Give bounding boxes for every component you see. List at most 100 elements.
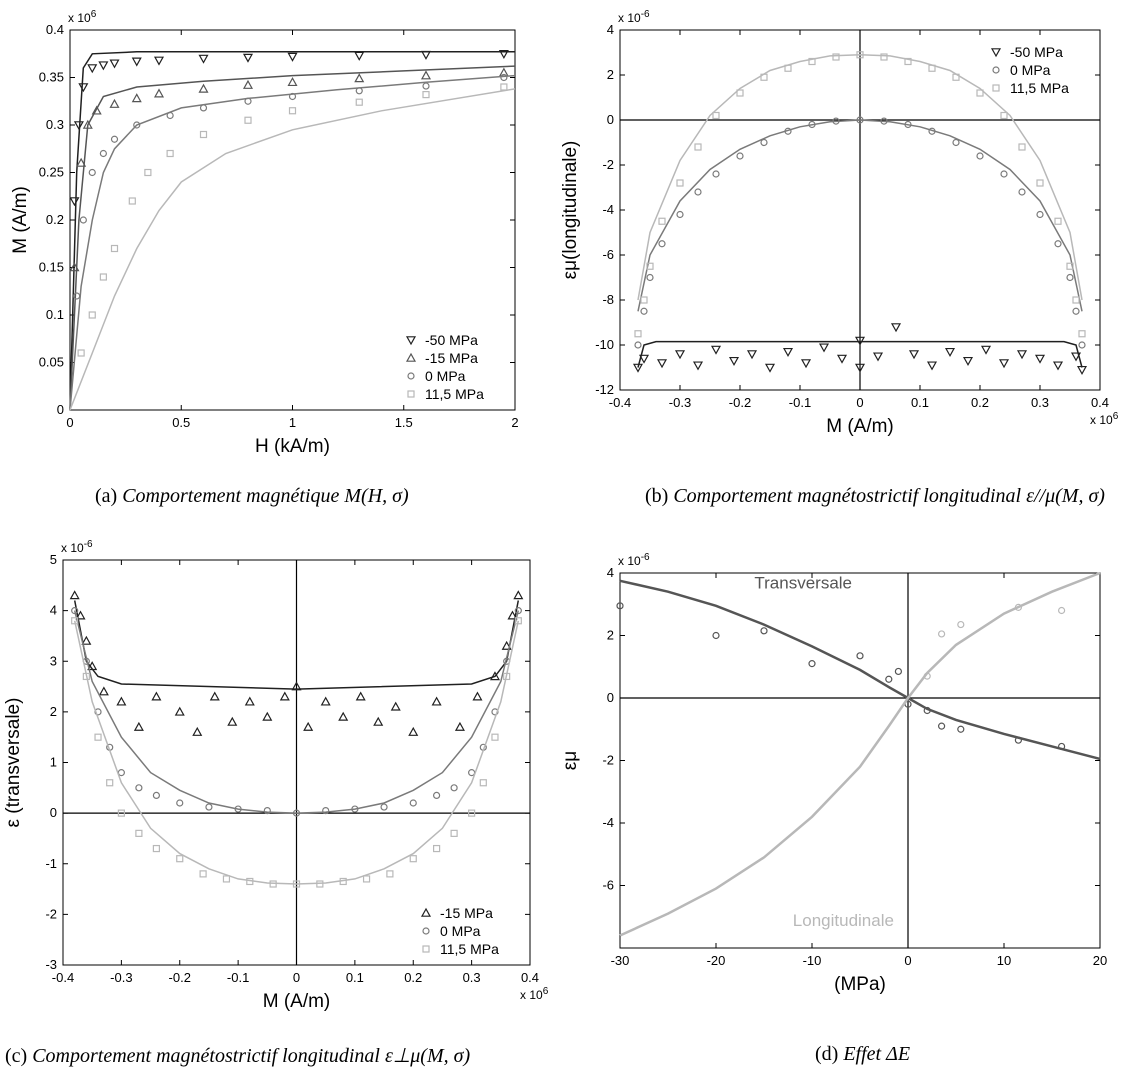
data-point xyxy=(782,347,794,357)
data-point xyxy=(75,610,86,620)
x-multiplier: x 106 xyxy=(1090,411,1119,427)
data-point xyxy=(291,681,302,691)
y-tick-label: 2 xyxy=(607,67,614,82)
data-point xyxy=(832,53,840,61)
data-point xyxy=(1016,350,1028,360)
y-tick-label: 0.15 xyxy=(39,260,64,275)
data-point xyxy=(832,117,840,125)
data-point xyxy=(322,806,330,815)
y-tick-label: 3 xyxy=(50,653,57,668)
legend-label: -15 MPa xyxy=(425,350,478,366)
data-point xyxy=(176,855,184,863)
data-point xyxy=(854,336,866,346)
data-point xyxy=(674,350,686,360)
data-point xyxy=(656,359,668,369)
series-label: Longitudinale xyxy=(793,911,894,930)
series-3 xyxy=(69,83,516,411)
data-point xyxy=(450,784,458,792)
data-point xyxy=(658,217,666,225)
x-tick-label: 0.2 xyxy=(971,395,989,410)
y-axis-label: ε (transversale) xyxy=(3,698,24,828)
data-point xyxy=(73,292,81,300)
data-point xyxy=(420,70,432,80)
data-point xyxy=(784,64,792,72)
data-point xyxy=(503,672,511,681)
x-multiplier: x 106 xyxy=(520,986,549,1002)
data-point xyxy=(885,675,893,683)
data-point xyxy=(736,89,744,97)
caption-b-prefix: (b) xyxy=(645,485,669,507)
y-tick-label: -2 xyxy=(45,906,57,921)
data-point xyxy=(764,363,776,373)
data-point xyxy=(131,57,142,67)
data-point xyxy=(373,716,384,726)
y-axis-label: M (A/m) xyxy=(10,186,31,254)
x-axis-label: H (kA/m) xyxy=(255,436,330,457)
data-point xyxy=(694,143,702,151)
y-tick-label: 0.05 xyxy=(39,355,64,370)
data-point xyxy=(1000,111,1008,120)
data-point xyxy=(836,354,848,364)
plot-frame xyxy=(619,572,1101,949)
x-tick-label: 2 xyxy=(511,415,518,430)
data-point xyxy=(135,784,143,792)
data-point xyxy=(420,50,432,60)
data-point xyxy=(87,64,98,74)
data-point xyxy=(433,791,441,800)
chart-panel-b: -0.4 -0.3 -0.2 -0.1 0 0.1 0.2 0.3 0.4 -12 -10 -8 -6 -… xyxy=(560,0,1140,460)
data-point xyxy=(128,197,136,205)
data-point xyxy=(712,111,720,120)
x-tick-label: -0.4 xyxy=(52,970,74,985)
data-point xyxy=(78,83,89,93)
y-axis-label: εμ xyxy=(560,751,581,770)
x-axis-label: (MPa) xyxy=(834,974,886,995)
data-point xyxy=(98,686,109,696)
x-tick-label: -0.1 xyxy=(227,970,249,985)
data-point xyxy=(872,352,884,362)
y-tick-label: 0.3 xyxy=(46,117,64,132)
y-tick-label: 0 xyxy=(607,112,614,127)
data-point xyxy=(923,706,931,715)
data-point xyxy=(1014,603,1022,611)
data-point xyxy=(73,121,84,131)
legend-label: -50 MPa xyxy=(1010,44,1063,60)
data-point xyxy=(944,347,956,357)
series-curve xyxy=(619,579,1101,761)
y-tick-label: 0.25 xyxy=(39,165,64,180)
data-point xyxy=(199,104,208,112)
series-curve xyxy=(637,53,1083,301)
data-point xyxy=(638,354,650,364)
data-point xyxy=(634,341,642,349)
data-point xyxy=(339,877,347,886)
y-tick-label: 0 xyxy=(57,402,64,417)
legend-marker xyxy=(420,907,432,917)
legend: -50 MPa -15 MPa 0 MPa 11,5 MPa xyxy=(405,332,484,402)
chart-panel-a: 0 0.5 1 1.5 2 0 0.05 0.1 0.15 0.2 0.25 0.3 0.35 0.4 x … xyxy=(0,0,570,460)
series-1: Longitudinale xyxy=(619,571,1101,937)
data-point xyxy=(676,210,684,219)
y-multiplier: x 10-6 xyxy=(618,552,650,568)
data-point xyxy=(422,82,430,90)
data-point xyxy=(952,73,960,81)
data-point xyxy=(174,706,185,716)
legend: -50 MPa 0 MPa 11,5 MPa xyxy=(990,44,1069,96)
data-point xyxy=(222,875,231,883)
data-point xyxy=(77,349,85,357)
data-point xyxy=(338,711,349,721)
x-tick-label: 0.4 xyxy=(1091,395,1109,410)
data-point xyxy=(976,89,984,97)
y-tick-label: 0.35 xyxy=(39,70,64,85)
data-point xyxy=(71,607,79,615)
data-point xyxy=(242,79,254,89)
data-point xyxy=(952,138,960,147)
data-point xyxy=(1014,736,1022,744)
data-point xyxy=(507,610,518,620)
data-point xyxy=(710,345,722,355)
data-point xyxy=(79,216,87,224)
data-point xyxy=(292,880,301,888)
data-point xyxy=(116,696,127,706)
data-point xyxy=(1070,352,1082,362)
caption-d-prefix: (d) xyxy=(815,1043,839,1065)
data-point xyxy=(198,54,209,64)
data-point xyxy=(632,363,644,373)
